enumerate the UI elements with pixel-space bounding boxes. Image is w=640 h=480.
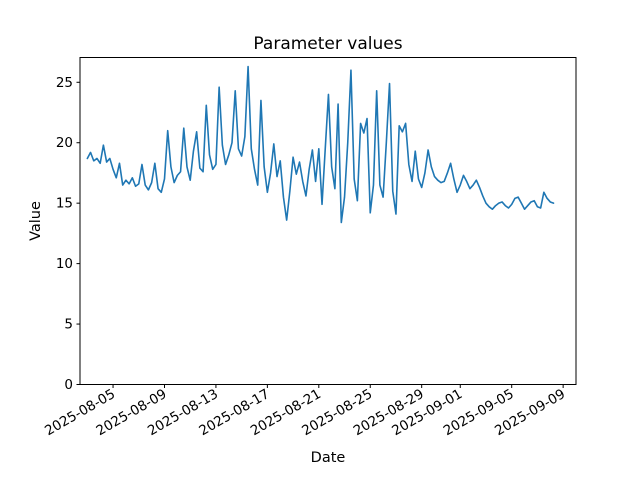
y-tick-label: 25 — [56, 75, 73, 91]
x-axis-ticks: 2025-08-052025-08-092025-08-132025-08-17… — [42, 384, 568, 439]
data-series — [86, 65, 555, 224]
y-tick-label: 15 — [56, 196, 73, 212]
y-tick-label: 5 — [64, 317, 73, 333]
y-tick-label: 10 — [56, 256, 73, 272]
y-tick-label: 20 — [56, 135, 73, 151]
data-series-line — [86, 65, 555, 224]
x-axis-label: Date — [311, 450, 346, 466]
y-axis-label: Value — [28, 201, 44, 241]
y-tick-label: 0 — [64, 377, 73, 393]
plot-area — [79, 57, 577, 385]
chart-title: Parameter values — [253, 34, 402, 54]
y-axis-ticks: 0 5 10 15 20 25 — [56, 75, 80, 393]
